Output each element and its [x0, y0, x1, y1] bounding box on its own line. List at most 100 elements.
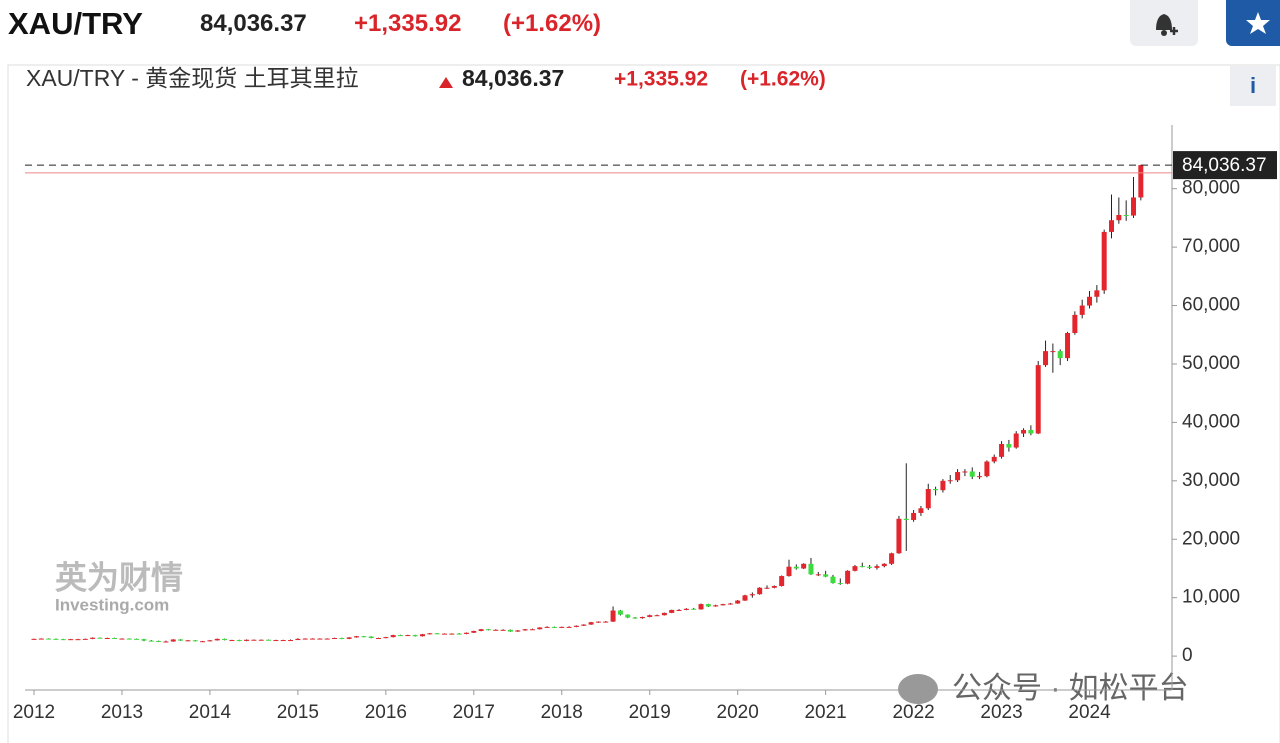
- candle-body: [493, 629, 499, 631]
- chart-price: 84,036.37: [462, 65, 564, 91]
- candle-body: [837, 583, 843, 585]
- candle-body: [354, 636, 360, 638]
- candle-body: [984, 461, 990, 477]
- candle-body: [75, 639, 81, 641]
- star-icon: [1246, 12, 1270, 34]
- price: 84,036.37: [200, 10, 307, 37]
- candle-body: [742, 595, 748, 601]
- candle-body: [603, 621, 609, 623]
- candle-body: [280, 640, 286, 642]
- candle-body: [1101, 231, 1107, 291]
- candle-body: [617, 610, 623, 615]
- candle-body: [178, 639, 184, 641]
- candle-body: [185, 640, 191, 642]
- candle-body: [368, 636, 374, 638]
- candle-body: [581, 624, 587, 626]
- candle-body: [845, 570, 851, 584]
- y-tick-label: 30,000: [1182, 470, 1240, 491]
- candle-body: [317, 638, 323, 640]
- candle-body: [544, 626, 550, 628]
- candle-body: [1050, 351, 1056, 353]
- change-pct: (+1.62%): [503, 10, 602, 37]
- candle-body: [104, 637, 110, 639]
- x-tick-label: 2023: [980, 702, 1022, 723]
- candle-body: [456, 633, 462, 635]
- candle-body: [507, 629, 513, 632]
- candle-body: [947, 480, 953, 482]
- candle-body: [339, 637, 345, 639]
- info-button[interactable]: [1230, 66, 1276, 106]
- candle-body: [288, 640, 294, 642]
- candle-body: [969, 471, 975, 477]
- candle-body: [683, 608, 689, 610]
- candle-body: [1013, 433, 1019, 448]
- candle-body: [1021, 429, 1027, 434]
- alert-button[interactable]: [1130, 0, 1198, 46]
- candle-body: [295, 638, 301, 641]
- candle-body: [82, 638, 88, 640]
- candle-body: [786, 566, 792, 577]
- candle-body: [471, 630, 477, 633]
- chart-change: +1,335.92: [614, 68, 708, 91]
- candle-body: [60, 639, 66, 641]
- candle-body: [126, 638, 132, 640]
- last-price-box: [1173, 151, 1277, 180]
- up-arrow: [439, 77, 453, 88]
- candle-body: [852, 566, 858, 571]
- candle-body: [903, 518, 909, 520]
- candle-body: [273, 640, 279, 642]
- x-tick-label: 2016: [365, 702, 407, 723]
- x-tick-label: 2013: [101, 702, 143, 723]
- candle-body: [727, 603, 733, 605]
- candle-body: [632, 617, 638, 619]
- candle-body: [793, 566, 799, 569]
- candle-body: [867, 566, 873, 568]
- candle-body: [258, 639, 264, 641]
- x-tick-label: 2015: [277, 702, 319, 723]
- candle-body: [463, 632, 469, 634]
- candle-body: [1006, 444, 1012, 448]
- candle-body: [163, 641, 169, 643]
- candle-body: [200, 641, 206, 643]
- candle-body: [779, 576, 785, 586]
- candle-body: [566, 626, 572, 628]
- candle-body: [1138, 165, 1144, 198]
- change: +1,335.92: [354, 10, 462, 37]
- x-tick-label: 2019: [629, 702, 671, 723]
- candle-body: [977, 476, 983, 478]
- candle-body: [266, 639, 272, 641]
- candle-body: [918, 508, 924, 513]
- y-tick-label: 40,000: [1182, 411, 1240, 432]
- candle-body: [1087, 296, 1093, 306]
- candle-body: [955, 472, 961, 481]
- candle-body: [676, 609, 682, 611]
- candle-body: [419, 634, 425, 637]
- candle-body: [405, 635, 411, 637]
- candle-body: [427, 633, 433, 635]
- candle-body: [896, 518, 902, 554]
- y-tick-label: 0: [1182, 645, 1193, 666]
- watchlist-button[interactable]: [1226, 0, 1280, 46]
- candle-body: [720, 604, 726, 606]
- candle-body: [625, 614, 631, 618]
- candle-body: [1043, 351, 1049, 366]
- candle-body: [346, 637, 352, 639]
- candle-body: [639, 616, 645, 619]
- candle-body: [229, 640, 235, 642]
- candle-body: [661, 612, 667, 616]
- candle-body: [698, 604, 704, 610]
- candle-body: [610, 610, 616, 622]
- candle-body: [156, 640, 162, 642]
- y-tick-label: 20,000: [1182, 528, 1240, 549]
- candle-body: [529, 629, 535, 631]
- candle-body: [757, 587, 763, 595]
- candle-body: [771, 585, 777, 588]
- candle-body: [515, 630, 521, 632]
- candle-body: [90, 637, 96, 639]
- x-tick-label: 2020: [717, 702, 759, 723]
- candle-body: [485, 629, 491, 631]
- chart-change-pct: (+1.62%): [740, 68, 826, 91]
- candle-body: [134, 638, 140, 640]
- candle-body: [112, 637, 118, 639]
